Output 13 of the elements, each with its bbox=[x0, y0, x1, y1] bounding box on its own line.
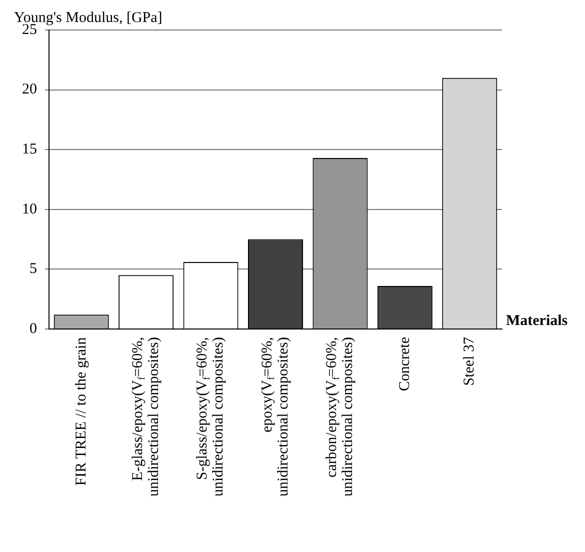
y-tick-label: 10 bbox=[22, 201, 37, 218]
x-tick-label: Concrete bbox=[396, 336, 413, 392]
y-tick-label: 5 bbox=[30, 261, 37, 278]
x-tick-label: E-glass/epoxy(Vf=60%, unidirectional composites) bbox=[130, 336, 162, 497]
x-tick-label: Steel 37 bbox=[462, 336, 478, 386]
y-tick-label: 0 bbox=[30, 320, 37, 337]
x-tick-label: carbon/epoxy(Vf=60%, unidirectional composites) bbox=[324, 336, 356, 497]
y-tick-label: 15 bbox=[22, 142, 37, 158]
x-tick-label: epoxy(Vf=60%, unidirectional composites) bbox=[259, 336, 292, 497]
x-axis-title: Materials bbox=[506, 312, 568, 329]
x-tick-label: FIR TREE // to the grain bbox=[73, 336, 90, 486]
y-tick-label: 20 bbox=[22, 82, 37, 98]
x-tick-label: S-glass/epoxy(Vf=60%, unidirectional composites) bbox=[194, 336, 227, 497]
